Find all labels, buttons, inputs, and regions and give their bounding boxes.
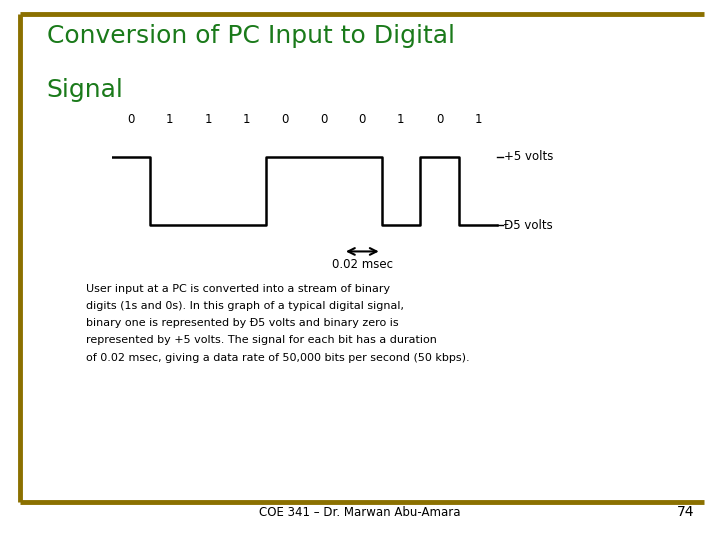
Text: Ð5 volts: Ð5 volts	[504, 219, 553, 232]
Text: 0: 0	[359, 113, 366, 126]
Text: +5 volts: +5 volts	[504, 150, 554, 163]
Text: 1: 1	[397, 113, 405, 126]
Text: 1: 1	[166, 113, 174, 126]
Text: Conversion of PC Input to Digital: Conversion of PC Input to Digital	[47, 24, 455, 48]
Text: 74: 74	[678, 505, 695, 519]
Text: COE 341 – Dr. Marwan Abu-Amara: COE 341 – Dr. Marwan Abu-Amara	[259, 507, 461, 519]
Text: represented by +5 volts. The signal for each bit has a duration: represented by +5 volts. The signal for …	[86, 335, 437, 346]
Text: 0: 0	[320, 113, 328, 126]
Text: of 0.02 msec, giving a data rate of 50,000 bits per second (50 kbps).: of 0.02 msec, giving a data rate of 50,0…	[86, 353, 470, 363]
Text: 1: 1	[243, 113, 251, 126]
Text: digits (1s and 0s). In this graph of a typical digital signal,: digits (1s and 0s). In this graph of a t…	[86, 301, 405, 311]
Text: 1: 1	[474, 113, 482, 126]
Text: 0: 0	[127, 113, 135, 126]
Text: Signal: Signal	[47, 78, 124, 102]
Text: 1: 1	[204, 113, 212, 126]
Text: 0.02 msec: 0.02 msec	[332, 258, 393, 271]
Text: 0: 0	[436, 113, 443, 126]
Text: binary one is represented by Ð5 volts and binary zero is: binary one is represented by Ð5 volts an…	[86, 318, 399, 328]
Text: 0: 0	[282, 113, 289, 126]
Text: User input at a PC is converted into a stream of binary: User input at a PC is converted into a s…	[86, 284, 390, 294]
